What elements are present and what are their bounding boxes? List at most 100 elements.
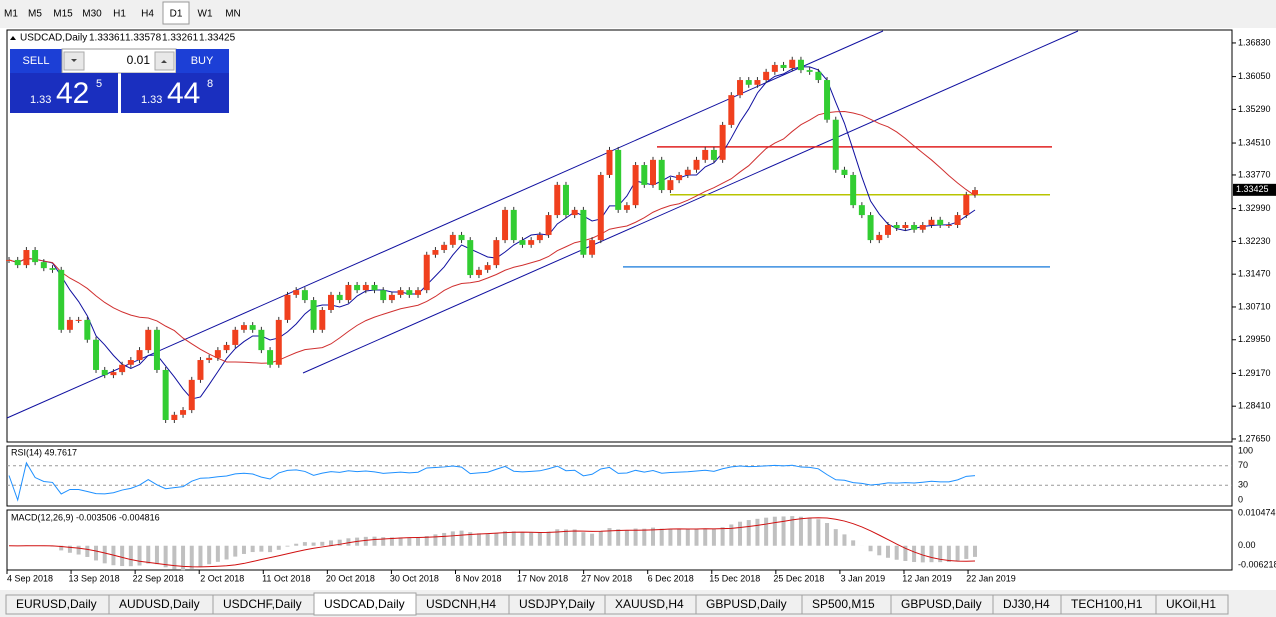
candle bbox=[754, 80, 761, 85]
candle bbox=[206, 357, 213, 361]
candle bbox=[728, 95, 735, 125]
candle bbox=[354, 284, 361, 291]
macd-bar bbox=[476, 533, 481, 546]
sell-button[interactable] bbox=[10, 49, 62, 73]
lot-value: 0.01 bbox=[127, 53, 151, 67]
candle bbox=[415, 290, 422, 295]
tab-label: SP500,M15 bbox=[812, 597, 875, 611]
macd-bar bbox=[529, 532, 534, 546]
candle bbox=[14, 259, 21, 266]
macd-bar bbox=[833, 529, 838, 546]
macd-bar bbox=[703, 528, 708, 546]
macd-bar bbox=[207, 545, 212, 565]
candle bbox=[963, 194, 970, 216]
candle bbox=[658, 159, 665, 191]
candle bbox=[867, 215, 874, 241]
timeframe-label: M30 bbox=[82, 9, 102, 20]
x-tick-label: 15 Dec 2018 bbox=[709, 573, 760, 583]
macd-bar bbox=[798, 516, 803, 546]
timeframe-button[interactable] bbox=[221, 2, 245, 24]
candle bbox=[632, 165, 639, 206]
timeframe-button[interactable] bbox=[134, 2, 161, 24]
tab[interactable] bbox=[1155, 594, 1229, 615]
macd-bar bbox=[120, 545, 125, 567]
candle bbox=[110, 372, 117, 376]
candle bbox=[75, 319, 82, 321]
macd-bar bbox=[189, 545, 194, 569]
ohlc: 1.33425 bbox=[199, 33, 236, 44]
candle bbox=[197, 360, 204, 380]
x-tick-label: 22 Sep 2018 bbox=[133, 573, 184, 583]
candle bbox=[214, 350, 221, 358]
y-tick-label: 1.30710 bbox=[1238, 301, 1271, 311]
candle bbox=[615, 149, 622, 210]
collapse-icon bbox=[10, 36, 16, 40]
candle bbox=[162, 369, 169, 420]
macd-bar bbox=[973, 545, 977, 557]
timeframe-button[interactable] bbox=[107, 2, 132, 24]
candle bbox=[484, 265, 491, 270]
candle bbox=[275, 319, 282, 365]
candle bbox=[66, 319, 73, 330]
macd-bar bbox=[877, 545, 882, 556]
candle bbox=[223, 344, 230, 351]
ask-big: 44 bbox=[167, 77, 200, 110]
price-pane bbox=[6, 29, 1233, 443]
candle bbox=[832, 119, 839, 170]
candle bbox=[336, 294, 343, 301]
candle bbox=[258, 329, 265, 351]
x-tick-label: 30 Oct 2018 bbox=[390, 573, 439, 583]
candle bbox=[101, 369, 108, 376]
timeframe-button[interactable] bbox=[79, 2, 105, 24]
candle bbox=[319, 309, 326, 330]
candle bbox=[119, 364, 126, 373]
timeframe-button[interactable] bbox=[1, 2, 21, 24]
timeframe-button[interactable] bbox=[49, 2, 77, 24]
candle bbox=[310, 300, 317, 330]
tab-label: GBPUSD,Daily bbox=[901, 597, 982, 611]
macd-bar bbox=[537, 532, 542, 546]
macd-bar bbox=[563, 529, 568, 546]
macd-bar bbox=[198, 545, 203, 567]
timeframe-button[interactable] bbox=[23, 2, 47, 24]
macd-bar bbox=[746, 520, 751, 546]
macd-bar bbox=[433, 534, 438, 546]
macd-bar bbox=[424, 535, 429, 546]
candle bbox=[249, 325, 256, 330]
bid-box[interactable] bbox=[10, 73, 118, 113]
macd-bar bbox=[302, 542, 307, 546]
x-tick-label: 27 Nov 2018 bbox=[581, 573, 632, 583]
macd-bar bbox=[285, 545, 290, 547]
x-tick-label: 25 Dec 2018 bbox=[773, 573, 824, 583]
candle bbox=[32, 250, 39, 263]
timeframe-button[interactable] bbox=[191, 2, 219, 24]
macd-bar bbox=[668, 529, 673, 546]
candle bbox=[884, 224, 891, 235]
buy-button[interactable] bbox=[176, 49, 229, 73]
macd-bar bbox=[311, 542, 316, 546]
timeframe-button[interactable] bbox=[162, 1, 190, 25]
ask-box[interactable] bbox=[121, 73, 229, 113]
tab-label: UKOil,H1 bbox=[1166, 597, 1216, 611]
macd-bar bbox=[781, 516, 786, 546]
candle bbox=[432, 250, 439, 255]
candle bbox=[328, 294, 334, 310]
macd-bar bbox=[755, 518, 760, 546]
candle bbox=[815, 71, 822, 81]
macd-bar bbox=[764, 517, 769, 546]
macd-bar bbox=[381, 537, 386, 546]
macd-bar bbox=[598, 531, 603, 546]
x-tick-label: 20 Oct 2018 bbox=[326, 573, 375, 583]
candle bbox=[641, 165, 648, 185]
y-tick-label: 1.27650 bbox=[1238, 433, 1271, 443]
macd-bar bbox=[485, 534, 490, 546]
y-tick-label: 1.33770 bbox=[1238, 169, 1271, 179]
ohlc: 1.33261 bbox=[162, 33, 199, 44]
candle bbox=[841, 169, 848, 175]
macd-bar bbox=[181, 545, 186, 571]
tab-label: DJ30,H4 bbox=[1003, 597, 1050, 611]
candle bbox=[502, 209, 509, 241]
x-tick-label: 12 Jan 2019 bbox=[902, 573, 952, 583]
candle bbox=[188, 379, 195, 411]
